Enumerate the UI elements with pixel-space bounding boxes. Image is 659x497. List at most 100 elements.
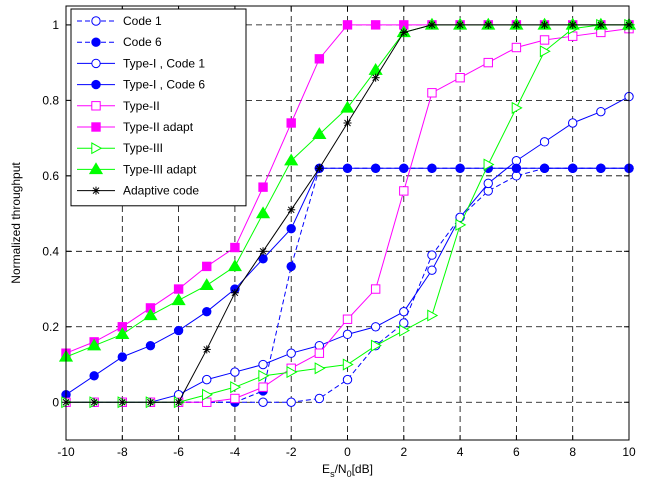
legend-marker [91, 142, 103, 155]
data-point [286, 118, 296, 128]
y-tick-label: 0.4 [42, 244, 59, 258]
y-tick-label: 1 [52, 18, 59, 32]
data-point [399, 163, 409, 173]
x-axis-label-sub2: 0 [347, 469, 352, 479]
asterisk-stroke [147, 398, 154, 406]
data-point [511, 163, 522, 173]
data-point [483, 178, 493, 189]
data-point [115, 327, 130, 340]
data-point [455, 163, 465, 173]
asterisk-stroke [400, 29, 408, 36]
legend-marker [88, 162, 104, 175]
x-axis-label-end: [dB] [352, 462, 373, 476]
data-point [258, 382, 268, 392]
legend-label: Type-III adapt [123, 162, 197, 176]
data-point [90, 398, 99, 407]
x-tick-label: -6 [173, 445, 184, 459]
asterisk-stroke [344, 119, 351, 127]
data-point [202, 345, 211, 354]
data-point [455, 73, 465, 83]
data-point [540, 20, 549, 29]
data-point [259, 247, 268, 256]
asterisk-stroke [484, 21, 492, 29]
legend-entry: Type-II adapt [77, 120, 194, 134]
asterisk-stroke [541, 21, 548, 29]
data-point [568, 118, 578, 128]
data-point [370, 322, 381, 332]
x-tick-label: 2 [400, 445, 407, 459]
series-layer [58, 17, 637, 409]
legend: Code 1 Code 6 Type-I , Code 1 Type-I , Code… [70, 8, 247, 207]
data-point [484, 20, 493, 29]
data-point [399, 186, 409, 196]
data-point [427, 20, 436, 29]
legend-label: Type-I , Code 6 [123, 78, 205, 92]
legend-entry: Type-I , Code 1 [77, 56, 205, 70]
x-tick-label: -10 [57, 445, 75, 459]
data-point [340, 100, 355, 113]
data-point [284, 153, 299, 166]
data-point [370, 339, 382, 352]
asterisk-stroke [287, 206, 295, 214]
data-point [173, 284, 184, 294]
x-tick-label: 10 [622, 445, 636, 459]
data-point [230, 367, 240, 377]
data-point [171, 293, 186, 306]
data-point [286, 223, 296, 234]
data-point [596, 106, 606, 117]
legend-label: Code 1 [123, 14, 162, 28]
data-point [568, 163, 578, 173]
y-tick-label: 0.6 [42, 169, 59, 183]
data-point [512, 20, 521, 29]
x-tick-label: -2 [286, 445, 297, 459]
legend-marker [91, 37, 101, 47]
asterisk-stroke [259, 247, 267, 255]
x-tick-label: 6 [513, 445, 520, 459]
legend-entry: Type-III adapt [77, 162, 197, 176]
legend-entry: Code 1 [77, 14, 162, 28]
asterisk-stroke [118, 398, 126, 406]
data-point [427, 88, 437, 98]
data-point [230, 381, 242, 394]
data-point [286, 397, 296, 407]
x-axis-label: Es/N0[dB] [322, 462, 373, 479]
data-point [596, 20, 605, 29]
asterisk-stroke [315, 164, 323, 172]
x-axis-label-sub: s [330, 469, 335, 479]
legend-entry: Code 6 [77, 35, 162, 49]
asterisk-stroke [203, 346, 211, 353]
data-point [456, 20, 465, 29]
x-axis-label-main: E [322, 462, 330, 476]
data-point [146, 398, 155, 407]
data-point [286, 261, 296, 272]
legend-entry: Type-II [77, 99, 160, 113]
data-point [199, 278, 214, 290]
asterisk-stroke [569, 21, 577, 29]
data-point [483, 57, 493, 68]
legend-label: Adaptive code [123, 184, 199, 198]
legend-label: Type-II adapt [123, 120, 194, 134]
data-point [399, 28, 408, 37]
data-point [539, 137, 550, 147]
data-point [427, 163, 437, 173]
y-tick-label: 0 [52, 395, 59, 409]
asterisk-stroke [428, 21, 436, 29]
data-point [202, 306, 212, 317]
legend-entry: Adaptive code [77, 184, 199, 198]
data-point [286, 366, 298, 379]
data-point [230, 393, 240, 404]
legend-entry: Type-III [77, 141, 163, 155]
data-point [87, 338, 102, 351]
y-axis-label: Normalized throughput [9, 162, 23, 284]
legend-label: Type-II [123, 99, 160, 113]
series-line [66, 167, 629, 403]
data-point [483, 158, 495, 171]
x-tick-label: -4 [230, 445, 241, 459]
data-point [312, 127, 327, 140]
x-axis-label-mid: /N [335, 462, 347, 476]
asterisk-stroke [92, 187, 100, 194]
data-point [596, 163, 606, 173]
data-point [314, 362, 326, 375]
asterisk-stroke [597, 21, 605, 29]
data-point [342, 163, 353, 173]
